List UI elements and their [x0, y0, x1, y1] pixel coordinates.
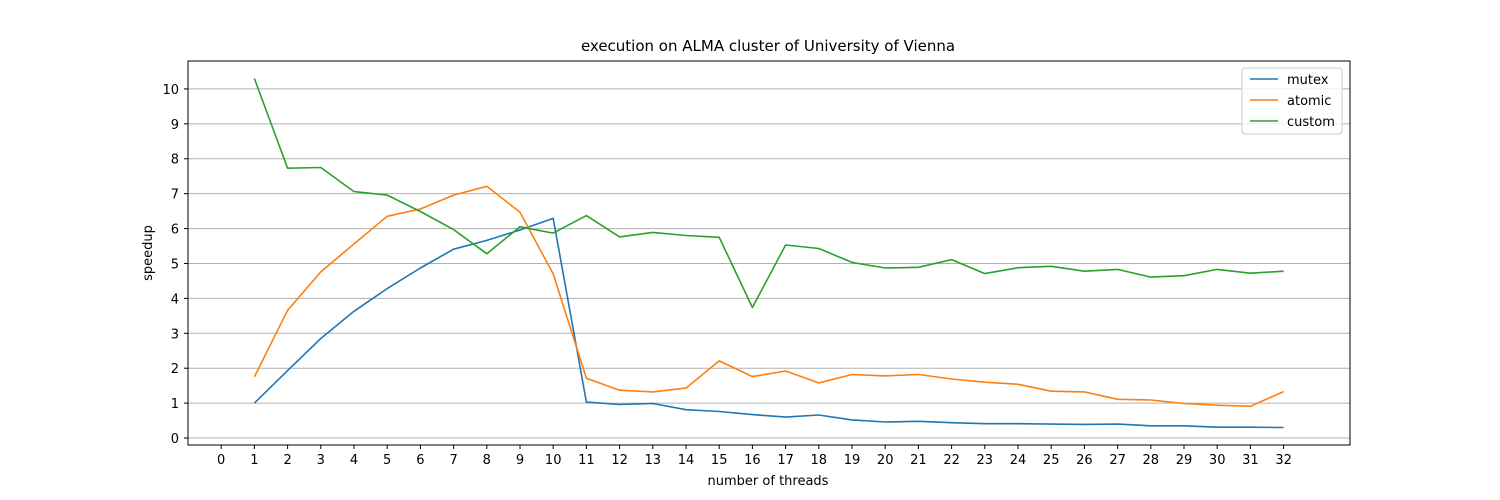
x-tick-label: 13 [645, 453, 662, 468]
x-tick-label: 22 [943, 453, 960, 468]
x-tick-label: 18 [811, 453, 828, 468]
y-tick-label: 9 [171, 118, 179, 133]
x-tick-label: 20 [877, 453, 894, 468]
x-tick-label: 25 [1043, 453, 1060, 468]
x-tick-label: 5 [383, 453, 391, 468]
x-tick-label: 29 [1176, 453, 1193, 468]
x-tick-label: 24 [1010, 453, 1027, 468]
legend: mutex atomic custom [1241, 67, 1343, 135]
plot-area [187, 60, 1351, 446]
x-tick-label: 15 [711, 453, 728, 468]
legend-label-custom: custom [1287, 115, 1335, 130]
x-tick-label: 8 [483, 453, 491, 468]
x-tick-label: 32 [1275, 453, 1292, 468]
legend-label-mutex: mutex [1287, 73, 1329, 88]
series-line-mutex [253, 217, 1284, 429]
x-tick-label: 7 [449, 453, 457, 468]
y-axis: 0 1 2 3 4 5 6 7 8 9 10 [162, 83, 188, 447]
x-tick-label: 26 [1076, 453, 1093, 468]
y-tick-label: 2 [171, 362, 179, 377]
x-tick-label: 14 [678, 453, 695, 468]
y-tick-label: 3 [171, 327, 179, 342]
x-tick-label: 23 [977, 453, 994, 468]
x-tick-label: 28 [1143, 453, 1160, 468]
x-tick-label: 9 [516, 453, 524, 468]
x-axis: 0 1 2 3 4 5 6 7 8 9 10 11 12 13 14 15 16 17 18 19 20 21 22 23 24… [217, 445, 1292, 468]
x-tick-label: 31 [1242, 453, 1259, 468]
x-tick-label: 19 [844, 453, 861, 468]
x-tick-label: 0 [217, 453, 225, 468]
series-line-custom [253, 78, 1284, 309]
y-tick-label: 7 [171, 188, 179, 203]
y-tick-label: 1 [171, 397, 179, 412]
y-tick-label: 6 [171, 223, 179, 238]
x-tick-label: 17 [777, 453, 794, 468]
y-tick-label: 4 [171, 292, 179, 307]
y-tick-label: 10 [162, 83, 179, 98]
x-tick-label: 4 [350, 453, 358, 468]
x-tick-label: 12 [611, 453, 628, 468]
x-tick-label: 30 [1209, 453, 1226, 468]
legend-box [1241, 67, 1343, 135]
x-tick-label: 11 [578, 453, 595, 468]
legend-label-atomic: atomic [1287, 94, 1331, 109]
x-tick-label: 27 [1109, 453, 1126, 468]
x-tick-label: 1 [250, 453, 258, 468]
x-tick-label: 2 [283, 453, 291, 468]
y-tick-label: 0 [171, 432, 179, 447]
y-axis-label: speedup [141, 225, 156, 281]
y-tick-label: 5 [171, 257, 179, 272]
x-tick-label: 16 [744, 453, 761, 468]
y-gridlines [188, 88, 1350, 439]
x-axis-label: number of threads [708, 474, 829, 489]
y-tick-label: 8 [171, 153, 179, 168]
x-tick-label: 3 [317, 453, 325, 468]
x-tick-label: 6 [416, 453, 424, 468]
chart-title: execution on ALMA cluster of University … [581, 37, 955, 55]
x-tick-label: 10 [545, 453, 562, 468]
series-lines [253, 78, 1284, 429]
series-line-atomic [253, 185, 1284, 408]
x-tick-label: 21 [910, 453, 927, 468]
